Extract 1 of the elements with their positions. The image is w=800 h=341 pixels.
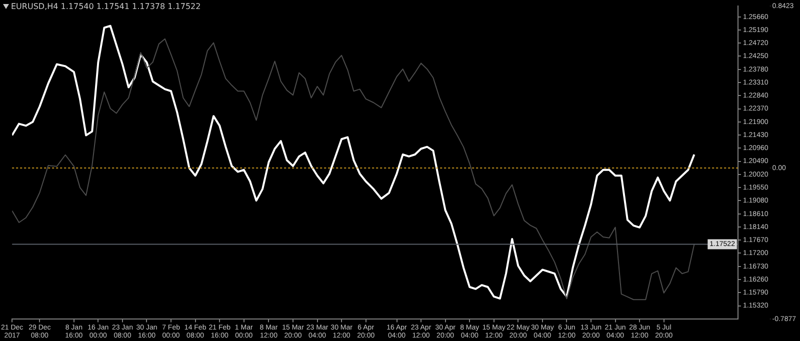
chart-title: EURUSD,H4 1.17540 1.17541 1.17378 1.17522 — [11, 2, 201, 11]
